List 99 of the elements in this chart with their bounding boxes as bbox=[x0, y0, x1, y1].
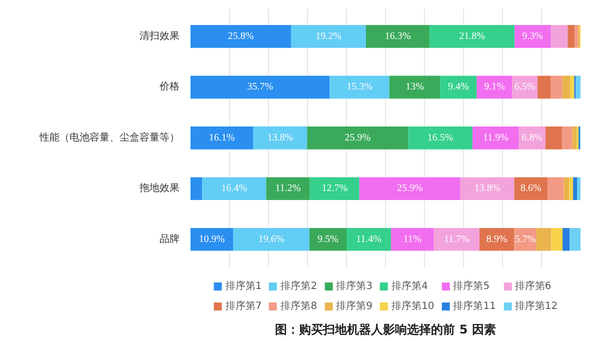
data-label: 13% bbox=[406, 82, 424, 93]
bar bbox=[309, 228, 346, 251]
data-label: 16.5% bbox=[427, 132, 454, 144]
bar bbox=[562, 76, 570, 99]
data-label: 8.6% bbox=[520, 183, 542, 194]
bar bbox=[536, 228, 552, 251]
legend-label: 排序第2 bbox=[280, 280, 318, 293]
data-label: 11.4% bbox=[356, 234, 382, 245]
legend-label: 排序第9 bbox=[336, 300, 372, 313]
data-label: 11% bbox=[403, 234, 422, 245]
bar bbox=[569, 177, 574, 200]
data-label: 10.9% bbox=[198, 234, 225, 245]
bar bbox=[551, 228, 563, 251]
legend-label: 排序第8 bbox=[280, 300, 318, 313]
data-label: 25.9% bbox=[344, 132, 371, 144]
bar bbox=[266, 177, 310, 200]
bar bbox=[568, 24, 575, 48]
bar bbox=[572, 126, 577, 150]
bar bbox=[573, 177, 577, 200]
bar bbox=[366, 24, 430, 48]
bar bbox=[476, 76, 512, 99]
bar bbox=[570, 228, 580, 251]
bar bbox=[574, 24, 578, 48]
data-label: 16.4% bbox=[221, 183, 248, 194]
data-label: 9.4% bbox=[448, 82, 469, 93]
data-label: 15.3% bbox=[346, 82, 372, 93]
data-label: 9.5% bbox=[318, 234, 338, 245]
data-label: 8.9% bbox=[486, 234, 508, 245]
data-label: 19.2% bbox=[316, 30, 342, 42]
legend-label: 排序第3 bbox=[336, 280, 372, 293]
legend-label: 排序第6 bbox=[514, 280, 552, 293]
bar bbox=[538, 76, 551, 99]
bar bbox=[576, 76, 580, 99]
bar bbox=[190, 24, 292, 48]
bar bbox=[570, 76, 574, 99]
bar bbox=[359, 177, 460, 200]
data-label: 35.7% bbox=[247, 82, 274, 93]
bar bbox=[562, 228, 570, 251]
text: 图：购买扫地机器人影响选择的前 5 因素 bbox=[275, 322, 496, 336]
bar bbox=[253, 126, 308, 150]
bar bbox=[190, 228, 234, 251]
bar bbox=[190, 76, 330, 99]
data-label: 6.8% bbox=[522, 132, 543, 144]
bar bbox=[390, 228, 434, 251]
legend-label: 排序第5 bbox=[453, 280, 490, 293]
bar bbox=[564, 177, 570, 200]
data-label: 9.3% bbox=[522, 30, 544, 42]
bar bbox=[460, 177, 514, 200]
bar bbox=[514, 177, 548, 200]
bar bbox=[190, 177, 202, 200]
data-label: 9.1% bbox=[484, 82, 505, 93]
legend-label: 排序第7 bbox=[225, 300, 262, 313]
bar bbox=[514, 228, 536, 251]
data-label: 12.7% bbox=[322, 183, 348, 194]
data-label: 16.3% bbox=[384, 30, 411, 42]
data-label: 25.9% bbox=[396, 183, 423, 194]
legend-label: 排序第1 bbox=[225, 280, 262, 293]
bar bbox=[550, 24, 568, 48]
bar bbox=[430, 24, 515, 48]
data-label: 13.8% bbox=[474, 183, 500, 194]
data-label: 11.7% bbox=[444, 234, 470, 245]
data-label: 5.7% bbox=[514, 234, 536, 245]
legend-label: 排序第12 bbox=[514, 300, 558, 313]
bar bbox=[202, 177, 266, 200]
bar bbox=[233, 228, 310, 251]
y-tick-label: 价格 bbox=[158, 80, 180, 93]
y-tick-label: 性能（电池容量、尘盒容量等） bbox=[38, 131, 180, 144]
data-label: 11.9% bbox=[482, 132, 508, 144]
bar bbox=[330, 76, 390, 99]
data-label: 11.2% bbox=[275, 183, 301, 194]
bar bbox=[576, 177, 580, 200]
bar bbox=[389, 76, 440, 99]
legend-label: 排序第11 bbox=[453, 300, 496, 313]
bar bbox=[440, 76, 477, 99]
data-label: 21.8% bbox=[459, 30, 486, 42]
legend-label: 排序第10 bbox=[391, 300, 434, 313]
data-label: 6.5% bbox=[514, 82, 536, 93]
bar bbox=[346, 228, 391, 251]
bar bbox=[190, 126, 254, 150]
bar bbox=[472, 126, 519, 150]
bar bbox=[550, 76, 562, 99]
bar bbox=[434, 228, 480, 251]
y-tick-label: 清扫效果 bbox=[140, 30, 180, 42]
y-tick-label: 品牌 bbox=[160, 232, 180, 245]
bar bbox=[310, 177, 360, 200]
data-label: 16.1% bbox=[208, 132, 235, 144]
y-tick-label: 拖地效果 bbox=[138, 182, 180, 194]
bar bbox=[307, 126, 408, 150]
data-label: 25.8% bbox=[228, 30, 254, 42]
bar bbox=[545, 126, 562, 150]
bar bbox=[514, 24, 551, 48]
bar bbox=[479, 228, 514, 251]
data-label: 13.8% bbox=[267, 132, 294, 144]
bar bbox=[408, 126, 472, 150]
bar bbox=[291, 24, 366, 48]
legend-label: 排序第4 bbox=[391, 280, 428, 293]
bar bbox=[548, 177, 564, 200]
bar bbox=[562, 126, 572, 150]
data-label: 19.6% bbox=[258, 234, 284, 245]
